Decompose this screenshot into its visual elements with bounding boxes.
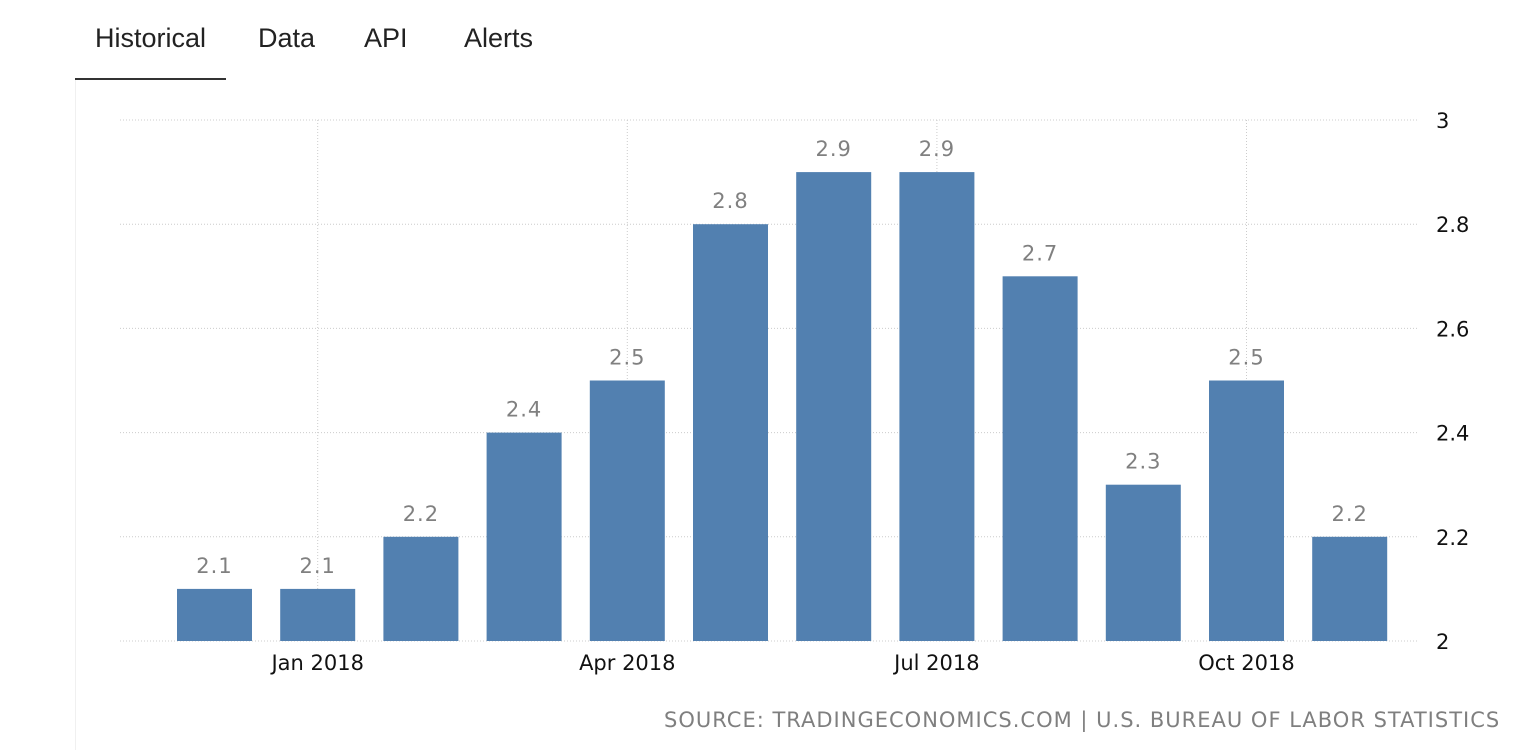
tab-data[interactable]: Data xyxy=(258,23,316,53)
bar xyxy=(1312,536,1388,641)
y-tick-label: 2.6 xyxy=(1436,317,1469,341)
y-tick-label: 2.2 xyxy=(1436,526,1469,550)
y-tick-label: 2.8 xyxy=(1436,213,1469,237)
y-tick-label: 2 xyxy=(1436,630,1449,654)
data-label: 2.2 xyxy=(1331,502,1367,526)
bar xyxy=(280,588,356,641)
data-label: 2.1 xyxy=(196,554,232,578)
data-label: 2.1 xyxy=(299,554,335,578)
tab-alerts[interactable]: Alerts xyxy=(464,23,534,53)
data-label: 2.7 xyxy=(1022,241,1058,265)
x-tick-label: Apr 2018 xyxy=(579,651,675,675)
data-label: 2.9 xyxy=(815,137,851,161)
data-label: 2.8 xyxy=(712,189,748,213)
source-note: SOURCE: TRADINGECONOMICS.COM | U.S. BURE… xyxy=(664,708,1501,732)
tab-api[interactable]: API xyxy=(364,23,408,53)
data-label: 2.5 xyxy=(1228,346,1264,370)
data-label: 2.2 xyxy=(403,502,439,526)
bar xyxy=(899,172,975,641)
data-label: 2.4 xyxy=(506,398,542,422)
y-tick-label: 2.4 xyxy=(1436,422,1469,446)
bar xyxy=(383,536,459,641)
bar xyxy=(693,224,768,641)
data-label: 2.3 xyxy=(1125,450,1161,474)
data-label: 2.5 xyxy=(609,346,645,370)
bar xyxy=(1002,276,1078,641)
x-tick-label: Jul 2018 xyxy=(892,651,979,675)
bar xyxy=(1105,484,1181,641)
bar xyxy=(1209,380,1284,641)
x-tick-label: Oct 2018 xyxy=(1198,651,1294,675)
y-tick-label: 3 xyxy=(1436,109,1449,133)
data-label: 2.9 xyxy=(919,137,955,161)
bar xyxy=(486,432,562,641)
x-tick-label: Jan 2018 xyxy=(269,651,364,675)
bar xyxy=(177,588,252,641)
bar xyxy=(589,380,665,641)
tab-historical[interactable]: Historical xyxy=(75,20,227,81)
bar xyxy=(796,172,872,641)
